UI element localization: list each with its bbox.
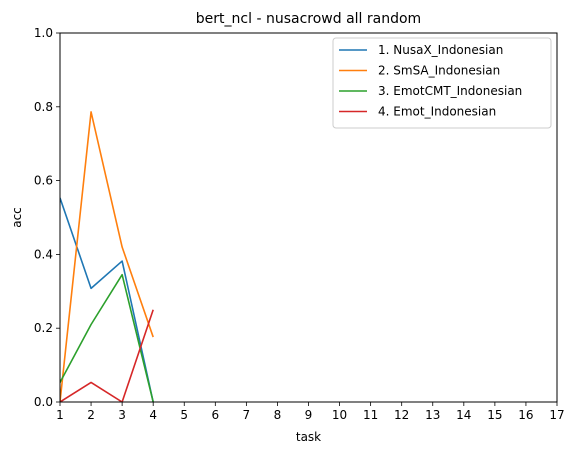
x-tick-label: 1: [56, 408, 64, 422]
legend: 1. NusaX_Indonesian 2. SmSA_Indonesian 3. …: [332, 37, 552, 129]
x-tick-label: 9: [305, 408, 313, 422]
x-axis-ticks: 1 2 3 4 5 6 7 8 9 10 11 12 13 14 15 16 17: [56, 402, 565, 422]
x-tick-label: 14: [456, 408, 471, 422]
y-tick-label: 0.4: [34, 247, 53, 261]
chart-title: bert_ncl - nusacrowd all random: [196, 11, 421, 27]
legend-label: 1. NusaX_Indonesian: [378, 43, 503, 57]
x-axis-label: task: [296, 430, 321, 444]
x-tick-label: 4: [149, 408, 157, 422]
x-tick-label: 5: [180, 408, 188, 422]
x-tick-label: 16: [518, 408, 533, 422]
x-tick-label: 15: [487, 408, 502, 422]
legend-label: 3. EmotCMT_Indonesian: [378, 84, 522, 98]
x-tick-label: 13: [425, 408, 440, 422]
x-tick-label: 11: [363, 408, 378, 422]
y-axis-ticks: 0.0 0.2 0.4 0.6 0.8 1.0: [34, 26, 60, 409]
series-line-3: [60, 273, 154, 402]
legend-box: [332, 37, 552, 129]
x-tick-label: 3: [118, 408, 126, 422]
y-tick-label: 1.0: [34, 26, 53, 40]
y-tick-label: 0.0: [34, 395, 53, 409]
x-tick-label: 12: [394, 408, 409, 422]
x-tick-label: 17: [549, 408, 564, 422]
y-axis-label: acc: [10, 207, 24, 228]
y-tick-label: 0.2: [34, 321, 53, 335]
legend-label: 2. SmSA_Indonesian: [378, 64, 500, 78]
x-tick-label: 7: [243, 408, 251, 422]
y-tick-label: 0.6: [34, 174, 53, 188]
series-line-1: [60, 197, 154, 402]
x-tick-label: 10: [332, 408, 347, 422]
x-tick-label: 8: [274, 408, 282, 422]
x-tick-label: 2: [87, 408, 95, 422]
x-tick-label: 6: [211, 408, 219, 422]
series-line-4: [60, 309, 154, 402]
series-layer: [60, 111, 154, 402]
y-tick-label: 0.8: [34, 100, 53, 114]
legend-label: 4. Emot_Indonesian: [378, 105, 496, 119]
series-line-2: [60, 111, 154, 402]
